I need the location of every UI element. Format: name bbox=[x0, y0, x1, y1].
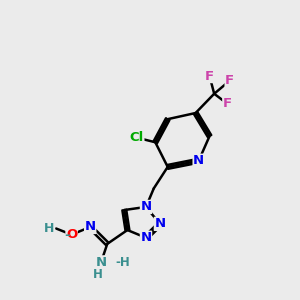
Text: -H: -H bbox=[115, 256, 130, 269]
Text: N: N bbox=[95, 256, 106, 269]
Text: F: F bbox=[223, 97, 232, 110]
Text: N: N bbox=[140, 231, 152, 244]
Text: Cl: Cl bbox=[130, 131, 144, 144]
Text: N: N bbox=[193, 154, 204, 167]
Text: -: - bbox=[64, 229, 70, 242]
Text: H: H bbox=[44, 222, 55, 235]
Text: F: F bbox=[205, 70, 214, 83]
Text: O: O bbox=[66, 228, 77, 241]
Text: N: N bbox=[154, 218, 166, 230]
Text: N: N bbox=[85, 220, 96, 233]
Text: H: H bbox=[93, 268, 103, 281]
Text: F: F bbox=[225, 74, 234, 87]
Text: N: N bbox=[140, 200, 152, 213]
